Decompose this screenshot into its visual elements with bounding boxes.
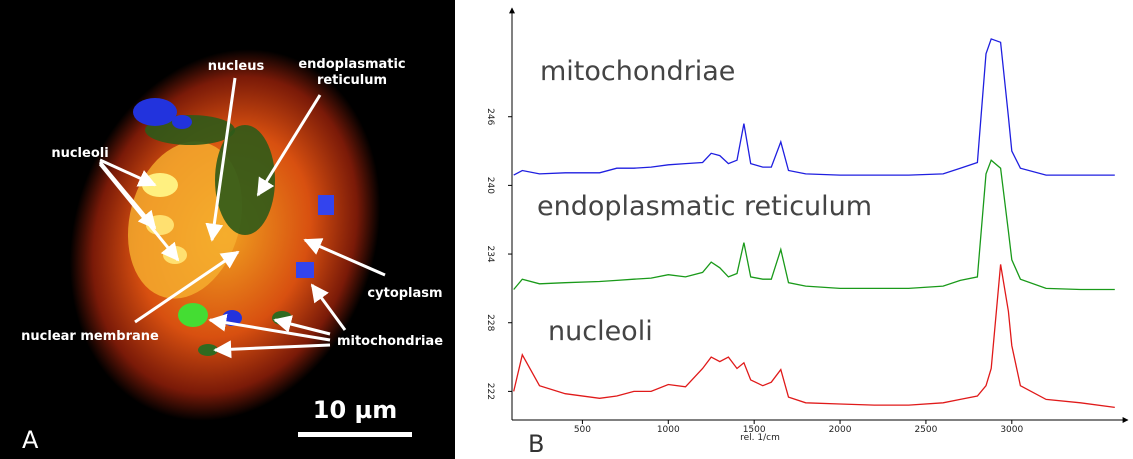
y-tick-label: 240 xyxy=(485,177,495,194)
scale-bar-label: 10 µm xyxy=(313,396,397,424)
label: reticulum xyxy=(317,73,387,88)
arrow xyxy=(213,340,331,359)
spectrum xyxy=(513,159,1115,291)
x-tick-label: 500 xyxy=(574,425,591,435)
y-tick-label: 228 xyxy=(485,314,495,331)
arrow xyxy=(134,250,240,324)
arrow xyxy=(310,283,347,331)
arrow xyxy=(303,238,386,277)
arrow xyxy=(256,94,322,197)
arrow xyxy=(273,315,331,336)
series-label: endoplasmatic reticulum xyxy=(537,191,872,222)
panel-label: A xyxy=(22,426,39,454)
x-tick-label: 1000 xyxy=(657,425,680,435)
series-label: mitochondriae xyxy=(540,56,735,87)
mitochondrion xyxy=(318,195,334,215)
scale-bar xyxy=(298,432,412,437)
y-tick-label: 234 xyxy=(485,245,495,262)
spectra-chart: rel. 1/cm B 500 1000 1500 2000 2500 3000 222 22… xyxy=(485,7,1129,458)
x-tick-label: 2500 xyxy=(914,425,937,435)
label: endoplasmatic xyxy=(298,57,405,72)
arrow xyxy=(205,77,237,242)
x-axis-label: rel. 1/cm xyxy=(740,433,780,443)
arrow xyxy=(208,313,331,342)
series-label: nucleoli xyxy=(548,316,653,347)
mitochondrion xyxy=(296,262,314,278)
nucleolus xyxy=(142,173,178,197)
er-region xyxy=(215,125,275,235)
arrow xyxy=(98,163,180,262)
x-tick-label: 2000 xyxy=(829,425,852,435)
pointers xyxy=(98,77,386,359)
mitochondrion xyxy=(178,303,208,327)
label: nuclear membrane xyxy=(21,329,159,344)
spectrum xyxy=(513,264,1115,409)
label: nucleoli xyxy=(51,146,108,161)
mitochondrion xyxy=(172,115,192,129)
label: nucleus xyxy=(208,59,265,74)
x-tick-label: 1500 xyxy=(743,425,766,435)
spectrum xyxy=(513,38,1115,176)
label: cytoplasm xyxy=(367,286,442,301)
y-tick-label: 246 xyxy=(485,108,495,125)
x-tick-label: 3000 xyxy=(1000,425,1023,435)
mitochondrion xyxy=(133,98,177,126)
label: mitochondriae xyxy=(337,334,443,349)
mitochondrion xyxy=(198,344,218,356)
panel-label: B xyxy=(528,430,544,458)
arrow xyxy=(99,158,157,187)
y-tick-label: 222 xyxy=(485,383,495,400)
micrograph: nucleus endoplasmatic reticulum nucleoli… xyxy=(0,0,455,459)
